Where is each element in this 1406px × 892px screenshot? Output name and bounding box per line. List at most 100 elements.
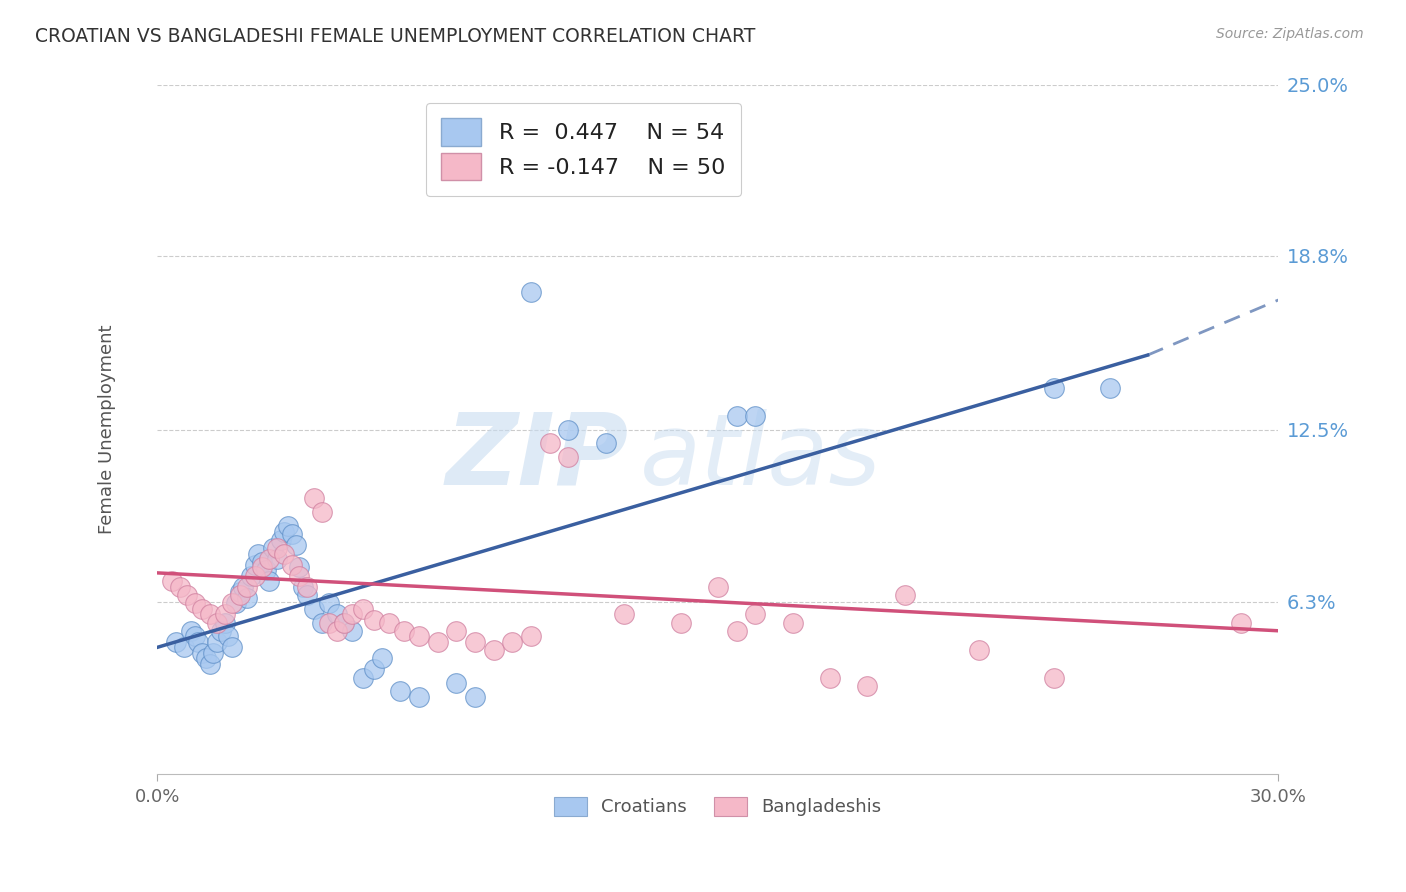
- Point: [613, 607, 636, 622]
- Text: ZIP: ZIP: [446, 409, 628, 506]
- Point: [464, 690, 486, 704]
- Point: [969, 643, 991, 657]
- Point: [464, 635, 486, 649]
- Point: [277, 519, 299, 533]
- Point: [426, 635, 449, 649]
- Point: [191, 601, 214, 615]
- Point: [318, 596, 340, 610]
- Point: [744, 409, 766, 423]
- Point: [333, 615, 356, 630]
- Point: [482, 643, 505, 657]
- Point: [232, 580, 254, 594]
- Point: [1043, 671, 1066, 685]
- Point: [165, 635, 187, 649]
- Point: [270, 533, 292, 547]
- Point: [169, 580, 191, 594]
- Point: [284, 538, 307, 552]
- Point: [318, 615, 340, 630]
- Point: [288, 560, 311, 574]
- Point: [281, 527, 304, 541]
- Point: [217, 629, 239, 643]
- Text: Source: ZipAtlas.com: Source: ZipAtlas.com: [1216, 27, 1364, 41]
- Point: [1043, 381, 1066, 395]
- Point: [340, 624, 363, 638]
- Point: [180, 624, 202, 638]
- Point: [392, 624, 415, 638]
- Text: atlas: atlas: [640, 409, 882, 506]
- Point: [311, 505, 333, 519]
- Point: [266, 541, 288, 555]
- Legend: Croatians, Bangladeshis: Croatians, Bangladeshis: [547, 790, 889, 823]
- Point: [243, 558, 266, 572]
- Point: [669, 615, 692, 630]
- Text: Female Unemployment: Female Unemployment: [98, 325, 115, 534]
- Point: [292, 580, 315, 594]
- Point: [295, 580, 318, 594]
- Point: [225, 596, 247, 610]
- Point: [408, 629, 430, 643]
- Point: [281, 558, 304, 572]
- Point: [446, 624, 468, 638]
- Point: [295, 588, 318, 602]
- Point: [198, 657, 221, 671]
- Point: [1230, 615, 1253, 630]
- Point: [408, 690, 430, 704]
- Point: [595, 436, 617, 450]
- Point: [352, 671, 374, 685]
- Point: [288, 568, 311, 582]
- Point: [228, 585, 250, 599]
- Point: [254, 563, 277, 577]
- Point: [259, 552, 281, 566]
- Point: [176, 588, 198, 602]
- Point: [304, 491, 326, 506]
- Point: [214, 607, 236, 622]
- Point: [209, 624, 232, 638]
- Point: [893, 588, 915, 602]
- Point: [266, 552, 288, 566]
- Point: [389, 684, 412, 698]
- Point: [187, 635, 209, 649]
- Point: [326, 624, 349, 638]
- Point: [363, 613, 385, 627]
- Point: [311, 615, 333, 630]
- Point: [259, 574, 281, 589]
- Point: [273, 524, 295, 539]
- Point: [557, 450, 579, 464]
- Point: [370, 651, 392, 665]
- Point: [184, 596, 207, 610]
- Point: [557, 423, 579, 437]
- Point: [744, 607, 766, 622]
- Point: [446, 676, 468, 690]
- Point: [214, 615, 236, 630]
- Point: [273, 547, 295, 561]
- Point: [236, 591, 259, 605]
- Point: [363, 662, 385, 676]
- Point: [243, 568, 266, 582]
- Point: [221, 640, 243, 655]
- Point: [236, 580, 259, 594]
- Point: [520, 285, 543, 299]
- Point: [205, 635, 228, 649]
- Point: [340, 607, 363, 622]
- Point: [782, 615, 804, 630]
- Point: [378, 615, 401, 630]
- Point: [352, 601, 374, 615]
- Point: [326, 607, 349, 622]
- Point: [707, 580, 730, 594]
- Point: [162, 574, 184, 589]
- Point: [304, 601, 326, 615]
- Point: [538, 436, 561, 450]
- Point: [250, 560, 273, 574]
- Point: [198, 607, 221, 622]
- Point: [501, 635, 523, 649]
- Point: [262, 541, 284, 555]
- Point: [856, 679, 879, 693]
- Point: [501, 161, 523, 175]
- Point: [184, 629, 207, 643]
- Point: [191, 646, 214, 660]
- Point: [205, 615, 228, 630]
- Point: [725, 624, 748, 638]
- Point: [520, 629, 543, 643]
- Point: [247, 547, 270, 561]
- Point: [202, 646, 225, 660]
